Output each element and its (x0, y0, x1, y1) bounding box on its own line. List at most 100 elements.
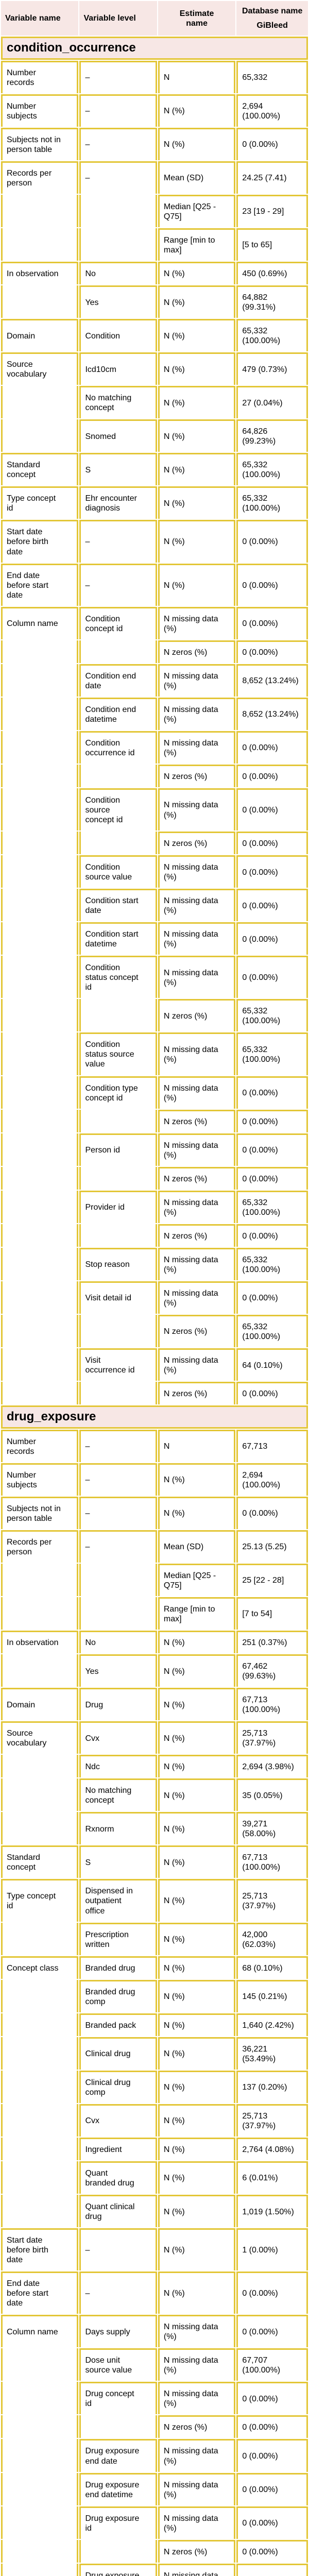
cell-variable-level: Condition source value (79, 855, 157, 888)
cell-variable-name (1, 1076, 79, 1109)
cell-value: 0 (0.00%) (236, 2539, 308, 2563)
cell-value: 25,713 (37.97%) (236, 2104, 308, 2137)
table-row: N zeros (%) 0 (0.00%) (1, 1224, 308, 1247)
cell-variable-level: Condition concept id (79, 606, 157, 639)
cell-estimate-name: N (%) (158, 2228, 236, 2271)
cell-variable-level (79, 2415, 157, 2438)
cell-variable-name (1, 2195, 79, 2228)
cell-variable-level: Condition type concept id (79, 1076, 157, 1109)
table-row: Condition occurrence id N missing data (%… (1, 731, 308, 764)
column-header-estimate-name: Estimate name (158, 1, 236, 36)
cell-value: 145 (0.21%) (236, 1979, 308, 2012)
cell-variable-level: No matching concept (79, 386, 157, 419)
cell-estimate-name: N missing data (%) (158, 1133, 236, 1166)
cell-variable-name (1, 2104, 79, 2137)
table-row: Yes N (%) 67,462 (99.63%) (1, 1654, 308, 1687)
table-row: Concept class Branded drug N (%) 68 (0.10%) (1, 1956, 308, 1979)
cell-variable-name (1, 697, 79, 730)
cell-value: 251 (0.37%) (236, 1631, 308, 1654)
cell-value: 68 (0.10%) (236, 1956, 308, 1979)
table-row: Condition end date N missing data (%) 8,65… (1, 664, 308, 697)
cell-variable-level: Drug (79, 1688, 157, 1721)
table-row: N zeros (%) 0 (0.00%) (1, 764, 308, 787)
cell-variable-name: Concept class (1, 1956, 79, 1979)
cell-variable-name (1, 1166, 79, 1190)
cell-estimate-name: N missing data (%) (158, 2563, 236, 2576)
cell-value: 0 (0.00%) (236, 127, 308, 160)
cell-estimate-name: N (%) (158, 1688, 236, 1721)
cell-variable-name: Standard concept (1, 453, 79, 486)
cell-value: 0 (0.00%) (236, 764, 308, 787)
cell-variable-name: Number records (1, 1429, 79, 1462)
table-row: N zeros (%) 0 (0.00%) (1, 1382, 308, 1405)
cell-variable-level: – (79, 1496, 157, 1529)
cell-value: 65,332 (100.00%) (236, 1032, 308, 1075)
cell-estimate-name: N zeros (%) (158, 2539, 236, 2563)
cell-estimate-name: N (%) (158, 1922, 236, 1955)
table-row: Branded drug comp N (%) 145 (0.21%) (1, 1979, 308, 2012)
cell-variable-name (1, 1314, 79, 1347)
cell-estimate-name: N missing data (%) (158, 1032, 236, 1075)
table-row: Provider id N missing data (%) 65,332 (100… (1, 1190, 308, 1223)
cell-variable-level: S (79, 1845, 157, 1878)
cell-variable-name (1, 1812, 79, 1845)
cell-estimate-name: N (%) (158, 1845, 236, 1878)
cell-variable-name: Standard concept (1, 1845, 79, 1878)
cell-value: 25,713 (37.97%) (236, 1721, 308, 1754)
cell-variable-name (1, 2037, 79, 2070)
cell-variable-name (1, 1382, 79, 1405)
cell-estimate-name: N missing data (%) (158, 697, 236, 730)
cell-variable-name: Start date before birth date (1, 2228, 79, 2271)
table-row: Dose unit source value N missing data (%)… (1, 2348, 308, 2381)
table-row: Clinical drug N (%) 36,221 (53.49%) (1, 2037, 308, 2070)
table-row: Subjects not in person table – N (%) 0 (0.0… (1, 127, 308, 160)
cell-value: 0 (0.00%) (236, 956, 308, 998)
cell-value: 0 (0.00%) (236, 1133, 308, 1166)
table-row: Median [Q25 - Q75] 25 [22 - 28] (1, 1563, 308, 1596)
cell-value: 0 (0.00%) (236, 1166, 308, 1190)
table-row: Start date before birth date – N (%) 0 (0.0… (1, 520, 308, 563)
cell-estimate-name: N (%) (158, 1463, 236, 1496)
cell-estimate-name: N (%) (158, 386, 236, 419)
cell-variable-level: Rxnorm (79, 1812, 157, 1845)
cell-variable-level: Ehr encounter diagnosis (79, 486, 157, 519)
table-row: Prescription written N (%) 42,000 (62.03%) (1, 1922, 308, 1955)
cell-variable-name (1, 1755, 79, 1778)
cell-value: 0 (0.00%) (236, 606, 308, 639)
cell-estimate-name: N zeros (%) (158, 2415, 236, 2438)
cell-variable-name (1, 889, 79, 922)
cell-value: 42,000 (62.03%) (236, 1922, 308, 1955)
cell-variable-name (1, 2506, 79, 2539)
cell-estimate-name: N zeros (%) (158, 1166, 236, 1190)
cell-variable-level: – (79, 563, 157, 606)
section-row: drug_exposure (1, 1405, 308, 1429)
cell-variable-level: Provider id (79, 1190, 157, 1223)
cell-estimate-name: N missing data (%) (158, 1281, 236, 1314)
cell-value: 36,221 (53.49%) (236, 2037, 308, 2070)
cell-variable-name (1, 788, 79, 831)
cell-estimate-name: Mean (SD) (158, 1530, 236, 1563)
table-row: Column name Condition concept id N missing… (1, 606, 308, 639)
table-row: Ndc N (%) 2,694 (3.98%) (1, 1755, 308, 1778)
cell-estimate-name: N (%) (158, 563, 236, 606)
cell-value: 0 (0.00%) (236, 1496, 308, 1529)
cell-variable-level: – (79, 2272, 157, 2314)
table-row: Type concept id Ehr encounter diagnosis N … (1, 486, 308, 519)
cell-value: 0 (0.00%) (236, 1076, 308, 1109)
cell-estimate-name: N (%) (158, 2161, 236, 2194)
cell-variable-level: Condition status source value (79, 1032, 157, 1075)
cell-value: 67,707 (100.00%) (236, 2348, 308, 2381)
cell-variable-name (1, 922, 79, 955)
table-row: Person id N missing data (%) 0 (0.00%) (1, 1133, 308, 1166)
cell-variable-name (1, 285, 79, 318)
cell-estimate-name: N (%) (158, 520, 236, 563)
cell-value: 8,652 (13.24%) (236, 664, 308, 697)
cell-variable-name (1, 2439, 79, 2472)
cell-variable-name: In observation (1, 261, 79, 285)
cell-variable-name (1, 999, 79, 1032)
table-row: Type concept id Dispensed in outpatient o… (1, 1879, 308, 1922)
table-row: Range [min to max] [7 to 54] (1, 1597, 308, 1630)
cell-estimate-name: N (%) (158, 2104, 236, 2137)
